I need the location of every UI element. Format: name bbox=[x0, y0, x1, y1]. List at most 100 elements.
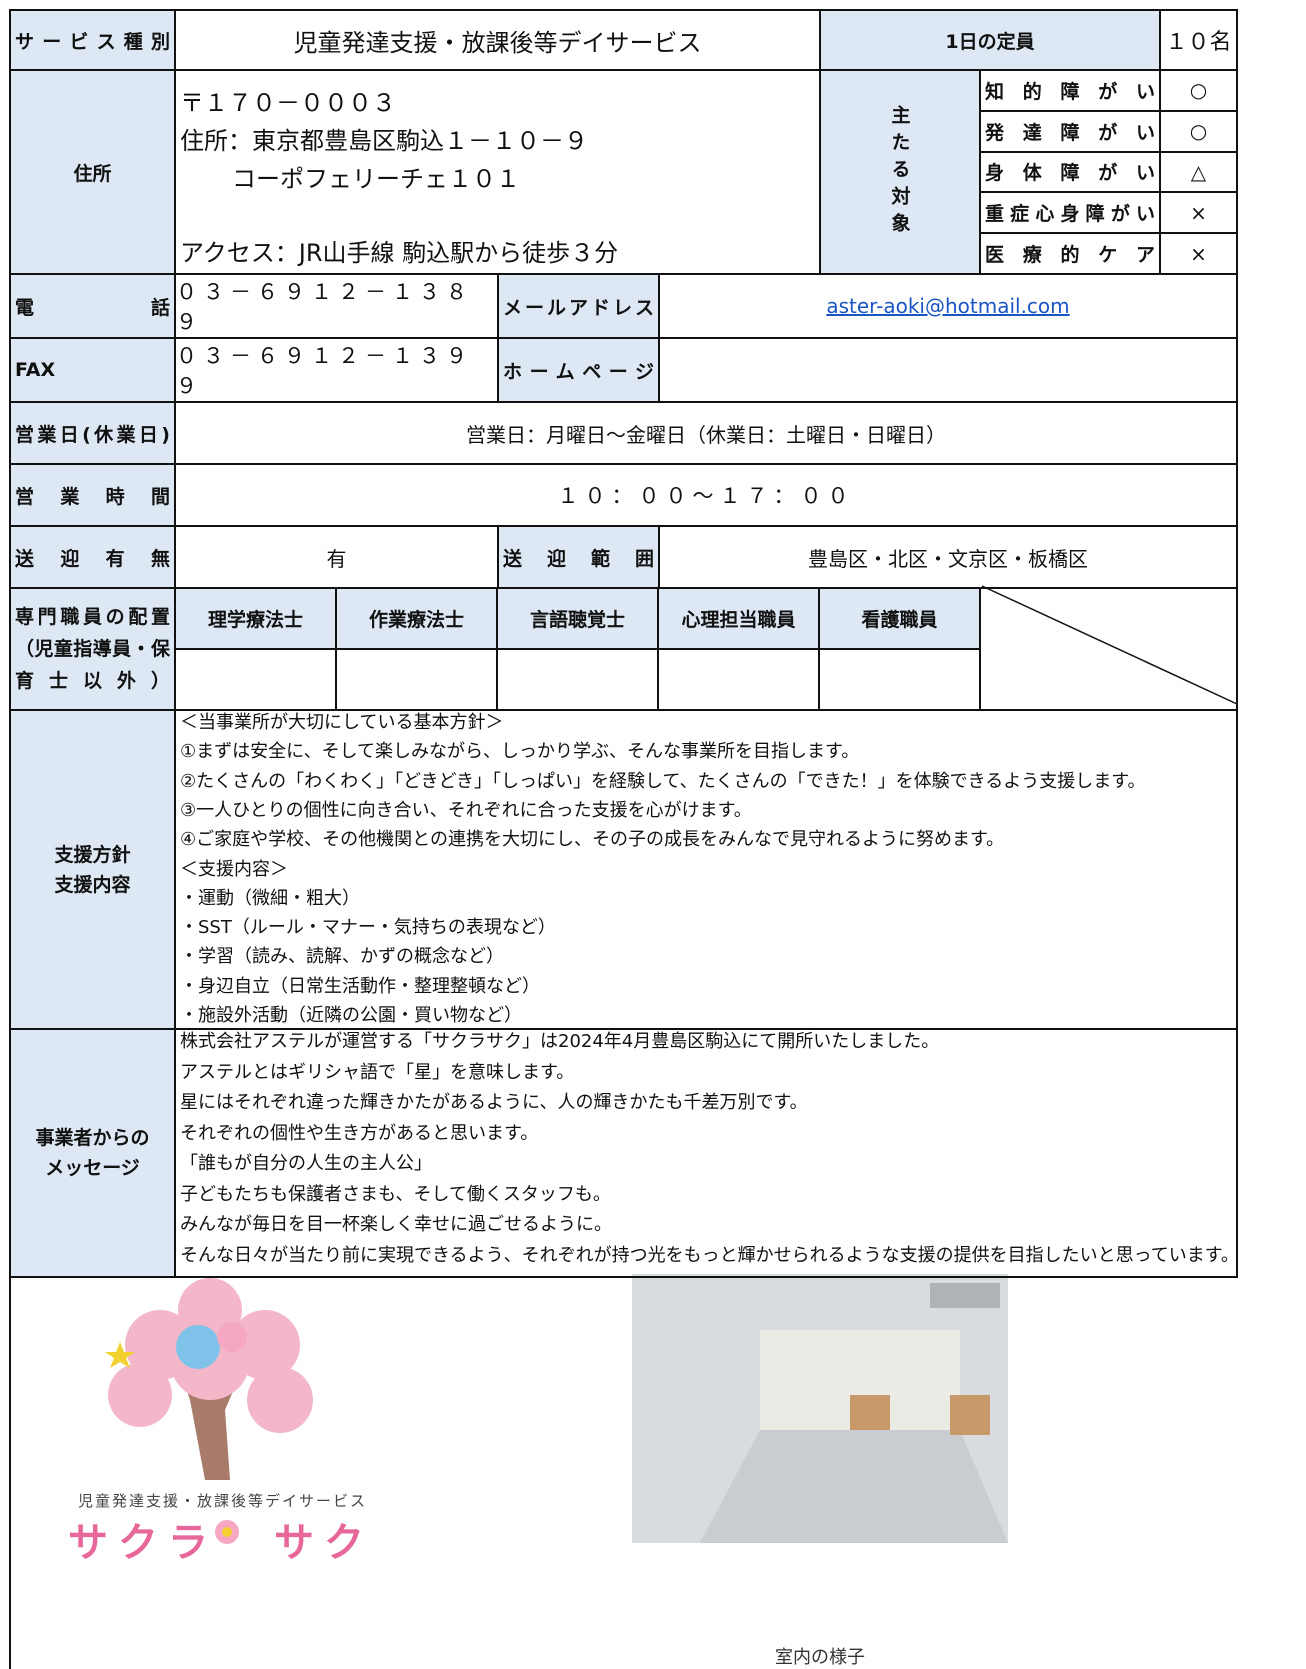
target-name: 発達障がい bbox=[981, 111, 1161, 153]
value: １０名 bbox=[1161, 11, 1238, 71]
role-header: 作業療法士 bbox=[337, 589, 498, 650]
logo-name: サクラ サク bbox=[68, 1510, 374, 1568]
label: 送迎有無 bbox=[11, 527, 176, 589]
label-text: 専門職員の配置（児童指導員・保育士以外） bbox=[15, 606, 170, 692]
content-line: 星にはそれぞれ違った輝きかたがあるように、人の輝きかたも千差万別です。 bbox=[180, 1092, 808, 1113]
value-text: 営業日：月曜日～金曜日（休業日：土曜日・日曜日） bbox=[466, 422, 946, 447]
value: ０３－６９１２－１３８９ bbox=[176, 275, 499, 339]
photo-caption-text: 室内の様子 bbox=[775, 1647, 865, 1668]
label: 専門職員の配置（児童指導員・保育士以外） bbox=[11, 589, 176, 711]
target-mark: ○ bbox=[1161, 111, 1238, 153]
role-value bbox=[820, 650, 981, 711]
label-text: 営業日(休業日) bbox=[15, 423, 170, 446]
target-mark-text: △ bbox=[1190, 159, 1207, 184]
label: 事業者からの メッセージ bbox=[11, 1030, 176, 1278]
role-header-text: 心理担当職員 bbox=[681, 609, 796, 631]
content-line: 子どもたちも保護者さまも、そして働くスタッフも。 bbox=[180, 1183, 611, 1205]
target-mark: × bbox=[1161, 193, 1238, 235]
label-text: 送迎有無 bbox=[15, 547, 170, 570]
label: FAX bbox=[11, 339, 176, 403]
role-value bbox=[498, 650, 659, 711]
content-line: ・運動（微細・粗大） bbox=[180, 887, 360, 909]
value: 豊島区・北区・文京区・板橋区 bbox=[660, 527, 1238, 589]
value-text: 児童発達支援・放課後等デイサービス bbox=[293, 28, 702, 57]
value-text: 有 bbox=[326, 546, 347, 571]
value-text: １０名 bbox=[1165, 30, 1232, 55]
label: 支援方針 支援内容 bbox=[11, 711, 176, 1030]
role-value bbox=[659, 650, 820, 711]
value-text: １０：００～１７：００ bbox=[557, 484, 855, 508]
role-value bbox=[176, 650, 337, 711]
target-mark: △ bbox=[1161, 152, 1238, 194]
address-line: 住所：東京都豊島区駒込１－１０－９ bbox=[180, 127, 588, 155]
policy-cell: ＜当事業所が大切にしている基本方針＞ ①まずは安全に、そして楽しみながら、しっかり… bbox=[176, 711, 1238, 1030]
content-line: ③一人ひとりの個性に向き合い、それぞれに合った支援を心がけます。 bbox=[180, 799, 752, 821]
label: サービス種別 bbox=[11, 11, 176, 71]
label: 送迎範囲 bbox=[499, 527, 660, 589]
logo-name-left: サクラ bbox=[68, 1520, 218, 1566]
label-text: 送迎範囲 bbox=[503, 547, 654, 570]
label: メールアドレス bbox=[499, 275, 660, 339]
content-line: アステルとはギリシャ語で「星」を意味します。 bbox=[180, 1061, 575, 1083]
content-line: ①まずは安全に、そして楽しみながら、しっかり学ぶ、そんな事業所を目指します。 bbox=[180, 741, 860, 763]
target-mark: ○ bbox=[1161, 71, 1238, 112]
label-line: 支援方針 bbox=[54, 843, 131, 866]
target-name: 身体障がい bbox=[981, 152, 1161, 194]
label: 電話 bbox=[11, 275, 176, 339]
role-header-text: 作業療法士 bbox=[368, 609, 464, 631]
value: 児童発達支援・放課後等デイサービス bbox=[176, 11, 821, 71]
role-header: 看護職員 bbox=[820, 589, 981, 650]
target-name: 知的障がい bbox=[981, 71, 1161, 112]
role-header: 心理担当職員 bbox=[659, 589, 820, 650]
target-name-text: 重症心身障がい bbox=[985, 203, 1155, 226]
label-line: メッセージ bbox=[45, 1157, 140, 1179]
content-line: ＜支援内容＞ bbox=[180, 858, 288, 880]
target-mark: × bbox=[1161, 234, 1238, 275]
role-header-text: 言語聴覚士 bbox=[529, 609, 625, 631]
content-line: ・SST（ルール・マナー・気持ちの表現など） bbox=[180, 917, 556, 939]
label-text: サービス種別 bbox=[15, 30, 170, 53]
label-text: 電話 bbox=[15, 296, 170, 319]
value: 有 bbox=[176, 527, 499, 589]
target-name-text: 知的障がい bbox=[985, 80, 1155, 103]
value: １０：００～１７：００ bbox=[176, 465, 1238, 527]
content-line: ②たくさんの「わくわく」「どきどき」「しっぱい」を経験して、たくさんの「できた！… bbox=[180, 770, 1146, 792]
role-header-text: 看護職員 bbox=[861, 609, 938, 631]
label-text: 住所 bbox=[73, 162, 112, 185]
value bbox=[660, 339, 1238, 403]
value-text: ０３－６９１２－１３８９ bbox=[176, 280, 473, 334]
role-header: 言語聴覚士 bbox=[498, 589, 659, 650]
label: 営業時間 bbox=[11, 465, 176, 527]
target-name: 医療的ケア bbox=[981, 234, 1161, 275]
address-line: 〒１７０－０００３ bbox=[180, 89, 396, 117]
target-mark-text: ○ bbox=[1189, 119, 1208, 144]
label: ホームページ bbox=[499, 339, 660, 403]
diagonal-cell bbox=[981, 589, 1238, 711]
content-line: ・身辺自立（日常生活動作・整理整頓など） bbox=[180, 975, 540, 997]
label: 営業日(休業日) bbox=[11, 403, 176, 465]
label-text: 営業時間 bbox=[15, 485, 170, 508]
value-text: ０３－６９１２－１３９９ bbox=[176, 344, 473, 398]
address-cell: 〒１７０－０００３ 住所：東京都豊島区駒込１－１０－９ コーポフェリーチェ１０１ アク… bbox=[176, 71, 821, 275]
content-line: 株式会社アステルが運営する「サクラサク」は2024年4月豊島区駒込にて開所いたし… bbox=[180, 1031, 940, 1052]
target-mark-text: × bbox=[1190, 241, 1207, 266]
address-line: アクセス：JR山手線 駒込駅から徒歩３分 bbox=[180, 239, 619, 267]
target-mark-text: ○ bbox=[1189, 78, 1208, 103]
role-header: 理学療法士 bbox=[176, 589, 337, 650]
label: 主たる対象 bbox=[821, 71, 981, 275]
content-line: そんな日々が当たり前に実現できるよう、それぞれが持つ光をもっと輝かせられるような… bbox=[180, 1244, 1238, 1266]
value-text: 豊島区・北区・文京区・板橋区 bbox=[808, 546, 1088, 571]
value[interactable]: aster-aoki@hotmail.com bbox=[660, 275, 1238, 339]
sheet bbox=[9, 9, 1238, 1669]
value: ０３－６９１２－１３９９ bbox=[176, 339, 499, 403]
target-name-text: 医療的ケア bbox=[985, 244, 1155, 267]
target-name-text: 発達障がい bbox=[985, 121, 1155, 144]
address-line: コーポフェリーチェ１０１ bbox=[232, 165, 520, 193]
content-line: ＜当事業所が大切にしている基本方針＞ bbox=[180, 712, 504, 733]
target-name-text: 身体障がい bbox=[985, 162, 1155, 185]
content-line: それぞれの個性や生き方があると思います。 bbox=[180, 1122, 539, 1144]
target-label: 主たる対象 bbox=[888, 104, 911, 240]
content-line: 「誰もが自分の人生の主人公」 bbox=[180, 1153, 432, 1174]
logo-tagline-text: 児童発達支援・放課後等デイサービス bbox=[78, 1492, 368, 1510]
value: 営業日：月曜日～金曜日（休業日：土曜日・日曜日） bbox=[176, 403, 1238, 465]
